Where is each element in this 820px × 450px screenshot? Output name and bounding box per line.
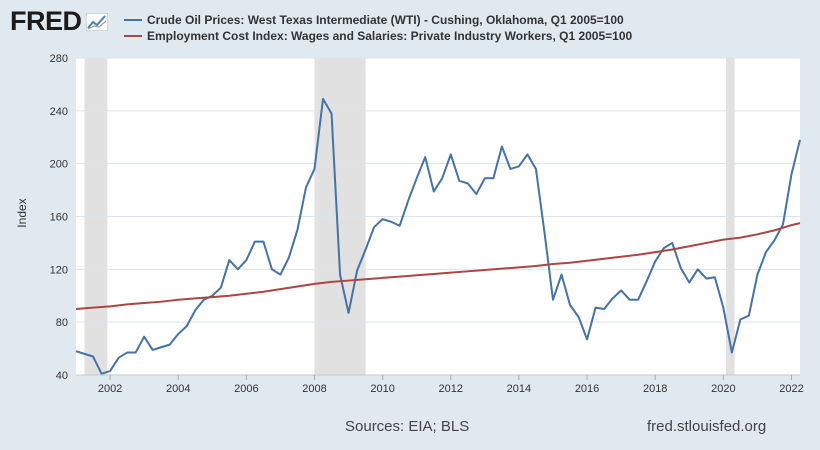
legend-swatch-wti	[124, 19, 142, 21]
legend-item-wti[interactable]: Crude Oil Prices: West Texas Intermediat…	[124, 12, 632, 28]
legend-label-eci: Employment Cost Index: Wages and Salarie…	[147, 29, 633, 43]
y-tick-label: 160	[50, 212, 68, 224]
x-axis-ticks: 2002 2004 2006 2008 2010 2012 2014 2016 2018 2020…	[76, 374, 804, 395]
x-tick-label: 2002	[98, 383, 122, 395]
y-tick-label: 80	[56, 317, 68, 329]
x-tick-label: 2014	[507, 383, 531, 395]
legend-label-wti: Crude Oil Prices: West Texas Intermediat…	[147, 13, 624, 27]
x-tick-label: 2008	[302, 383, 326, 395]
y-tick-label: 280	[50, 53, 68, 65]
legend-item-eci[interactable]: Employment Cost Index: Wages and Salarie…	[124, 28, 632, 44]
y-axis-ticks: 40 80 120 160 200 240 280	[50, 53, 68, 382]
x-tick-label: 2004	[166, 383, 190, 395]
x-tick-label: 2006	[234, 383, 258, 395]
series-lines	[75, 97, 801, 375]
site-url[interactable]: fred.stlouisfed.org	[647, 418, 767, 435]
fred-logo[interactable]: FRED	[10, 8, 108, 35]
y-tick-label: 200	[50, 159, 68, 171]
sources-text: Sources: EIA; BLS	[345, 418, 470, 435]
x-tick-label: 2022	[779, 383, 803, 395]
y-axis-label: Index	[15, 198, 29, 228]
x-tick-label: 2020	[711, 383, 735, 395]
fred-logo-text: FRED	[10, 6, 82, 36]
x-tick-label: 2012	[439, 383, 463, 395]
y-tick-label: 240	[50, 106, 68, 118]
x-tick-label: 2018	[643, 383, 667, 395]
chart-line-icon	[85, 12, 108, 31]
legend-swatch-eci	[124, 35, 142, 37]
series-line-eci	[75, 222, 801, 310]
x-tick-label: 2016	[575, 383, 599, 395]
y-tick-label: 40	[56, 370, 68, 382]
series-line-wti	[75, 97, 801, 375]
x-tick-label: 2010	[370, 383, 394, 395]
y-tick-label: 120	[50, 264, 68, 276]
chart-legend: Crude Oil Prices: West Texas Intermediat…	[124, 12, 632, 44]
